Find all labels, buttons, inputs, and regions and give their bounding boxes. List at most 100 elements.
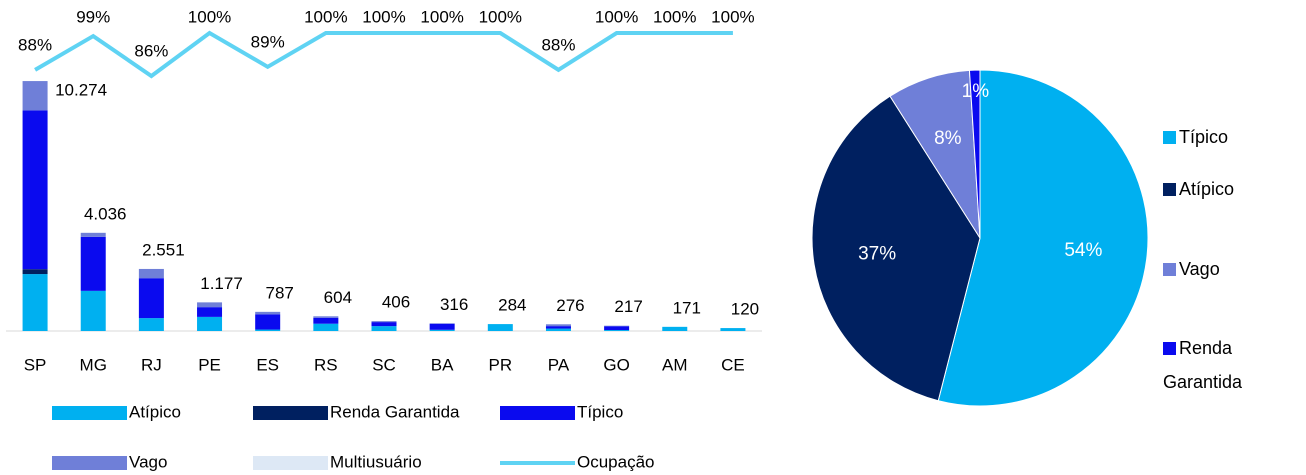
total-label: 2.551 <box>142 240 185 259</box>
line-label: 100% <box>711 7 754 26</box>
bar-segment <box>662 326 688 331</box>
bar-segment <box>138 318 164 331</box>
x-tick-label: PR <box>488 355 512 374</box>
legend-label: Renda Garantida <box>1163 338 1243 392</box>
x-tick-label: MG <box>80 355 107 374</box>
x-tick-label: SP <box>24 355 47 374</box>
x-tick-label: GO <box>603 355 629 374</box>
bar-segment <box>138 278 164 319</box>
pie-label: 8% <box>934 128 962 149</box>
line-label: 100% <box>420 7 463 26</box>
x-tick-label: CE <box>721 355 745 374</box>
bar-segment <box>197 307 223 317</box>
bar-segment <box>313 317 339 324</box>
x-tick-label: PA <box>548 355 570 374</box>
line-label: 88% <box>541 35 575 54</box>
bar-segment <box>371 326 397 331</box>
legend-swatch <box>1163 183 1176 196</box>
x-tick-label: AM <box>662 355 688 374</box>
line-label: 89% <box>251 32 285 51</box>
bar-segment <box>545 328 571 331</box>
total-label: 406 <box>382 293 410 312</box>
line-label: 100% <box>653 7 696 26</box>
line-label: 100% <box>188 7 231 26</box>
total-label: 1.177 <box>200 274 243 293</box>
total-label: 787 <box>266 283 294 302</box>
legend-label: Ocupação <box>577 452 655 471</box>
total-label: 217 <box>614 297 642 316</box>
line-label: 100% <box>479 7 522 26</box>
bar-segment <box>255 311 281 315</box>
pie-label: 1% <box>962 81 990 102</box>
legend-label: Atípico <box>129 402 181 421</box>
bar-segment <box>720 328 746 331</box>
bar-segment <box>371 321 397 323</box>
legend-item: Típico <box>1163 120 1288 154</box>
legend-swatch <box>500 406 575 420</box>
x-tick-label: BA <box>431 355 454 374</box>
bar-segment <box>545 324 571 327</box>
bar-segment <box>22 274 48 331</box>
total-label: 284 <box>498 296 526 315</box>
bar-segment <box>255 314 281 330</box>
bar-segment <box>197 316 223 331</box>
legend-label: Multiusuário <box>330 452 422 471</box>
total-label: 120 <box>731 300 759 319</box>
x-tick-label: SC <box>372 355 396 374</box>
legend-swatch <box>1163 342 1176 355</box>
total-label: 604 <box>324 288 352 307</box>
bar-segment <box>22 110 48 270</box>
legend-label: Típico <box>1179 127 1229 147</box>
bar-segment <box>255 329 281 331</box>
legend-swatch <box>1163 263 1176 276</box>
legend-swatch <box>253 406 328 420</box>
total-label: 171 <box>673 298 701 317</box>
bar-segment <box>138 268 164 279</box>
bar-segment <box>429 329 455 331</box>
legend-label: Renda Garantida <box>330 402 460 421</box>
line-label: 100% <box>304 7 347 26</box>
legend-label: Vago <box>129 452 167 471</box>
line-label: 100% <box>362 7 405 26</box>
pie-slice <box>968 69 981 239</box>
line-label: 88% <box>18 35 52 54</box>
bar-segment <box>80 290 106 331</box>
legend-label: Vago <box>1179 259 1220 279</box>
line-label: 99% <box>76 7 110 26</box>
bar-segment <box>429 323 455 330</box>
bar-segment <box>604 330 630 331</box>
legend-swatch <box>1163 131 1176 144</box>
pie-label: 54% <box>1064 240 1102 261</box>
pie-label: 37% <box>858 243 896 264</box>
pie-slice <box>937 69 1149 407</box>
bar-segment <box>487 324 513 331</box>
legend-swatch <box>52 406 127 420</box>
total-label: 316 <box>440 295 468 314</box>
legend-label: Típico <box>577 402 623 421</box>
line-label: 86% <box>134 41 168 60</box>
line-label: 100% <box>595 7 638 26</box>
legend-label: Atípico <box>1179 179 1235 199</box>
total-label: 10.274 <box>55 81 107 100</box>
bar-segment <box>313 323 339 331</box>
total-label: 276 <box>556 296 584 315</box>
bar-segment <box>22 81 48 111</box>
bar-segment <box>80 236 106 291</box>
x-tick-label: RS <box>314 355 338 374</box>
legend-swatch <box>52 456 127 470</box>
legend-item: Renda Garantida <box>1163 331 1288 399</box>
bar-segment <box>313 316 339 318</box>
x-tick-label: PE <box>198 355 221 374</box>
bar-segment <box>22 269 48 275</box>
x-tick-label: RJ <box>141 355 162 374</box>
legend-item: Vago <box>1163 252 1288 286</box>
bar-segment <box>545 326 571 329</box>
legend-item: Atípico <box>1163 172 1288 206</box>
total-label: 4.036 <box>84 204 127 223</box>
bar-segment <box>80 232 106 237</box>
bar-segment <box>197 302 223 308</box>
bar-segment <box>371 322 397 327</box>
legend-swatch <box>253 456 328 470</box>
